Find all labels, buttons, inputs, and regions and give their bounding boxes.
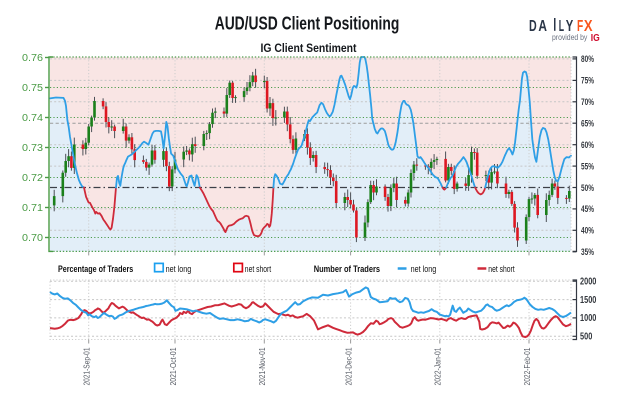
svg-text:F: F: [577, 18, 583, 35]
svg-text:net short: net short: [245, 264, 272, 274]
svg-text:net long: net long: [411, 264, 437, 274]
svg-text:2021-Dec-01: 2021-Dec-01: [343, 347, 353, 385]
svg-text:2021-Nov-01: 2021-Nov-01: [257, 347, 267, 385]
svg-text:50%: 50%: [581, 183, 594, 194]
svg-text:0.75: 0.75: [22, 83, 43, 94]
svg-text:Percentage of Traders: Percentage of Traders: [58, 264, 133, 274]
svg-text:60%: 60%: [581, 140, 594, 151]
svg-text:0.71: 0.71: [22, 203, 43, 214]
svg-text:65%: 65%: [581, 119, 594, 130]
svg-text:0.72: 0.72: [22, 173, 43, 184]
svg-text:IG Client Sentiment: IG Client Sentiment: [261, 42, 357, 55]
svg-text:35%: 35%: [581, 247, 594, 258]
svg-text:D: D: [529, 18, 537, 35]
svg-text:net short: net short: [488, 264, 515, 274]
svg-text:0.70: 0.70: [22, 233, 43, 244]
svg-text:2022-Jan-01: 2022-Jan-01: [433, 347, 443, 385]
svg-text:40%: 40%: [581, 226, 594, 237]
svg-text:0.74: 0.74: [22, 113, 43, 124]
svg-text:AUD/USD Client Positioning: AUD/USD Client Positioning: [215, 13, 400, 34]
svg-text:80%: 80%: [581, 54, 594, 65]
svg-text:2021-Oct-01: 2021-Oct-01: [168, 347, 178, 385]
svg-text:L: L: [559, 18, 564, 35]
svg-text:45%: 45%: [581, 204, 594, 215]
svg-text:55%: 55%: [581, 161, 594, 172]
svg-text:70%: 70%: [581, 97, 594, 108]
svg-text:2021-Sep-01: 2021-Sep-01: [82, 347, 92, 385]
svg-text:IG: IG: [591, 32, 600, 44]
svg-text:75%: 75%: [581, 76, 594, 87]
svg-text:Y: Y: [566, 18, 574, 35]
svg-text:X: X: [584, 18, 593, 35]
svg-text:1500: 1500: [580, 295, 597, 306]
svg-text:500: 500: [580, 332, 593, 343]
svg-text:Number of Traders: Number of Traders: [314, 264, 380, 274]
svg-text:net long: net long: [166, 264, 192, 274]
svg-text:1000: 1000: [580, 313, 597, 324]
svg-text:A: A: [538, 18, 547, 35]
svg-text:2000: 2000: [580, 277, 597, 288]
svg-text:provided by: provided by: [552, 33, 587, 42]
svg-text:2022-Feb-01: 2022-Feb-01: [522, 347, 532, 385]
svg-text:0.76: 0.76: [22, 53, 43, 64]
svg-text:0.73: 0.73: [22, 143, 43, 154]
